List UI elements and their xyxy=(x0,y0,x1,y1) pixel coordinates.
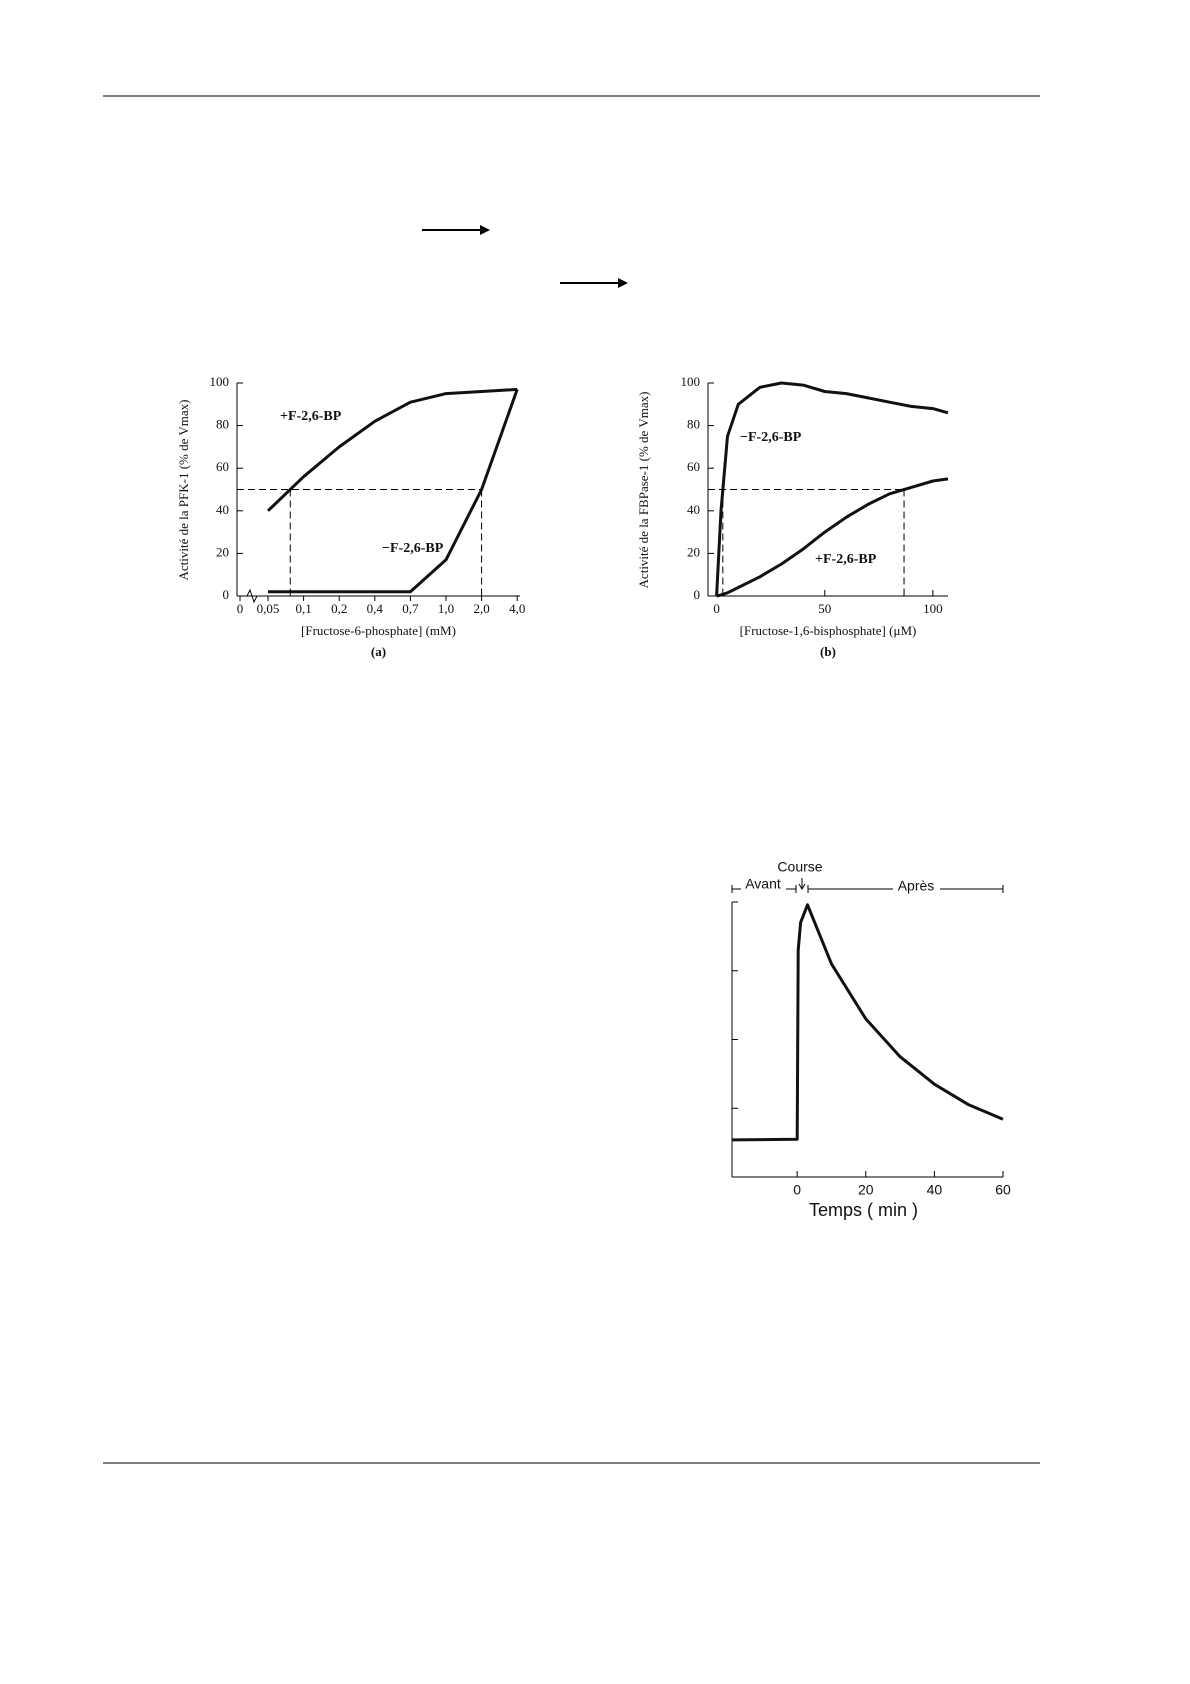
y-tick-label: 0 xyxy=(223,587,230,602)
x-tick-label: 0,05 xyxy=(257,601,280,616)
annotation: Après xyxy=(898,878,935,894)
curve-label: +F-2,6-BP xyxy=(815,552,877,567)
curve-label: +F-2,6-BP xyxy=(280,409,342,424)
y-tick-label: 40 xyxy=(687,502,700,517)
curve xyxy=(731,903,1004,1142)
y-tick-label: 60 xyxy=(216,459,229,474)
y-tick-label: 100 xyxy=(210,374,230,389)
x-tick-label: 4,0 xyxy=(509,601,525,616)
x-tick-label: 50 xyxy=(818,601,831,616)
y-tick-label: 20 xyxy=(216,544,229,559)
annotation: Avant xyxy=(745,876,781,892)
x-tick-label: 1,0 xyxy=(438,601,454,616)
curve-label: −F-2,6-BP xyxy=(740,430,802,445)
y-tick-label: 60 xyxy=(687,459,700,474)
curve-label: −F-2,6-BP xyxy=(382,541,444,556)
arrow xyxy=(422,225,490,235)
x-axis-label: [Fructose-1,6-bisphosphate] (μM) xyxy=(740,623,917,638)
x-tick-label: 0 xyxy=(237,601,244,616)
x-tick-label: 2,0 xyxy=(473,601,489,616)
x-tick-label: 0,1 xyxy=(295,601,311,616)
x-tick-label: 0,7 xyxy=(402,601,419,616)
curve xyxy=(715,381,949,597)
annotation: Course xyxy=(777,859,822,875)
x-tick-label: 0,4 xyxy=(367,601,384,616)
x-axis-label: Temps ( min ) xyxy=(809,1200,918,1220)
caption: (b) xyxy=(820,644,836,659)
curve xyxy=(268,388,519,594)
y-tick-label: 40 xyxy=(216,502,229,517)
x-tick-label: 60 xyxy=(995,1182,1011,1198)
x-tick-label: 0 xyxy=(713,601,720,616)
x-axis-label: [Fructose-6-phosphate] (mM) xyxy=(301,623,456,638)
y-axis-label: Activité de la FBPase-1 (% de Vmax) xyxy=(636,392,651,589)
y-tick-label: 100 xyxy=(681,374,701,389)
x-tick-label: 0 xyxy=(793,1182,801,1198)
y-tick-label: 20 xyxy=(687,544,700,559)
y-tick-label: 0 xyxy=(694,587,701,602)
y-axis-label: Activité de la PFK-1 (% de Vmax) xyxy=(176,400,191,581)
y-tick-label: 80 xyxy=(687,417,700,432)
curve xyxy=(716,477,949,598)
x-tick-label: 20 xyxy=(858,1182,874,1198)
caption: (a) xyxy=(371,644,386,659)
curve xyxy=(266,387,518,512)
arrow xyxy=(560,278,628,288)
range-arrows xyxy=(731,878,1004,893)
x-tick-label: 0,2 xyxy=(331,601,347,616)
x-tick-label: 100 xyxy=(923,601,943,616)
y-tick-label: 80 xyxy=(216,417,229,432)
x-tick-label: 40 xyxy=(927,1182,943,1198)
